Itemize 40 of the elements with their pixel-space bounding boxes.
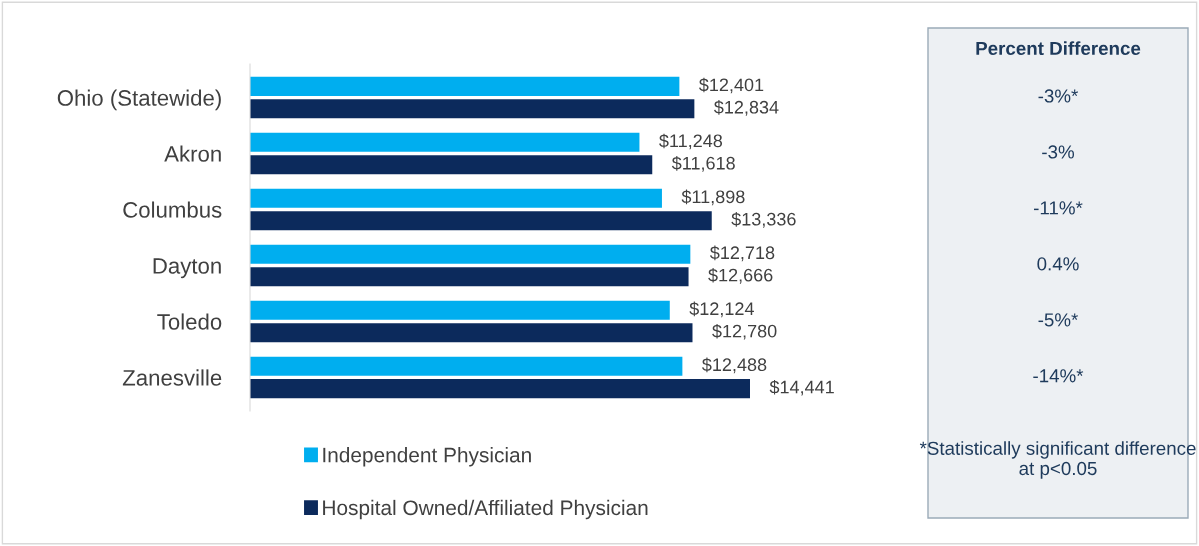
legend-label: Independent Physician — [323, 447, 531, 467]
bar — [250, 356, 683, 376]
bar — [250, 188, 662, 208]
bar — [250, 379, 750, 399]
data-label: $12,666 — [708, 267, 773, 284]
text: -14%* — [1033, 369, 1084, 383]
data-label: $13,336 — [731, 212, 796, 228]
data-label: $12,488 — [702, 357, 767, 374]
bar — [250, 300, 670, 320]
data-label: $12,124 — [689, 301, 754, 318]
bar — [250, 211, 712, 231]
y-tick-label: Ohio (Statewide) — [57, 89, 221, 111]
bar — [250, 267, 689, 287]
data-label: $12,780 — [712, 323, 777, 340]
y-tick-label: Akron — [164, 145, 221, 162]
bar — [250, 244, 691, 264]
legend-label: Hospital Owned/Affiliated Physician — [323, 499, 648, 520]
y-tick-label: Columbus — [123, 201, 222, 218]
text: *Statistically significant difference at p<0.05 — [919, 441, 1196, 479]
text: 0.4% — [1037, 257, 1079, 271]
data-label: $11,618 — [671, 156, 735, 172]
bar — [250, 132, 640, 152]
y-tick-label: Zanesville — [122, 369, 222, 386]
text: -3% — [1042, 145, 1075, 159]
text: Percent Difference — [976, 41, 1141, 56]
bar — [250, 155, 653, 175]
y-tick-label: Dayton — [153, 258, 221, 279]
data-label: $11,248 — [659, 133, 723, 150]
y-tick-label: Toledo — [157, 313, 222, 330]
text: -3%* — [1038, 89, 1079, 103]
bar — [250, 76, 680, 96]
bar — [250, 323, 693, 343]
data-label: $12,718 — [709, 245, 775, 262]
data-label: $11,898 — [681, 189, 745, 206]
data-label: $12,401 — [699, 77, 764, 94]
data-label: $14,441 — [769, 379, 834, 396]
data-label: $12,834 — [714, 100, 779, 116]
bar — [250, 99, 695, 119]
text: -5%* — [1038, 313, 1079, 327]
text: -11%* — [1033, 201, 1083, 215]
